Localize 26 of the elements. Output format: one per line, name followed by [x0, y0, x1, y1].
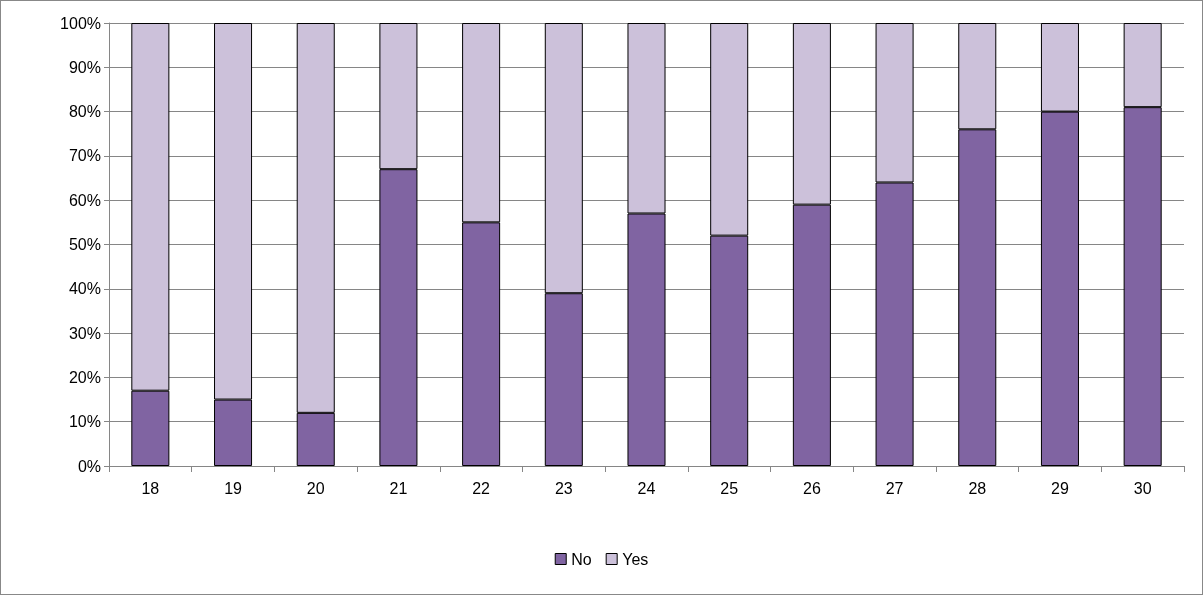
y-tick-label: 70% [68, 147, 101, 165]
x-tick-label: 27 [885, 479, 904, 497]
y-tick-label: 10% [68, 413, 101, 431]
x-tick-label: 26 [802, 479, 821, 497]
x-tick-label: 30 [1133, 479, 1152, 497]
x-tick-label: 24 [637, 479, 656, 497]
y-tick-label: 30% [68, 324, 101, 342]
x-tick-label: 25 [720, 479, 739, 497]
x-tick-label: 18 [141, 479, 160, 497]
x-tick-label: 23 [554, 479, 573, 497]
y-tick-label: 80% [68, 103, 101, 121]
x-tick-label: 21 [389, 479, 408, 497]
x-tick-label: 28 [968, 479, 987, 497]
y-tick-label: 100% [60, 14, 101, 32]
legend-label: Yes [622, 550, 649, 568]
y-tick-label: 0% [77, 457, 101, 475]
legend-label: No [571, 550, 592, 568]
y-tick-label: 50% [68, 236, 101, 253]
x-tick-label: 20 [306, 479, 325, 497]
y-tick-label: 90% [68, 58, 101, 76]
x-tick-label: 29 [1051, 479, 1069, 497]
y-tick-label: 40% [68, 280, 101, 298]
y-tick-label: 60% [68, 191, 101, 209]
y-tick-label: 20% [68, 368, 101, 386]
x-tick-label: 22 [472, 479, 491, 497]
x-tick-label: 19 [224, 479, 243, 497]
